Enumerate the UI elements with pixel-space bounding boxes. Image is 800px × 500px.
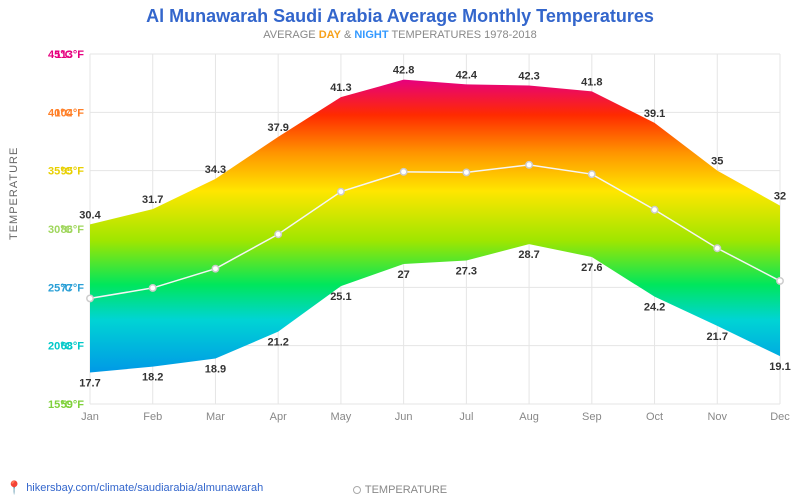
chart-subtitle: AVERAGE DAY & NIGHT TEMPERATURES 1978-20… [0,27,800,41]
svg-text:Aug: Aug [519,411,539,423]
subtitle-day: DAY [319,29,341,41]
source-url-text: hikersbay.com/climate/saudiarabia/almuna… [26,482,263,494]
svg-text:24.2: 24.2 [644,302,665,314]
svg-text:Apr: Apr [270,411,287,423]
svg-text:35: 35 [711,156,723,168]
svg-text:42.4: 42.4 [456,69,478,81]
svg-text:28.7: 28.7 [518,249,539,261]
svg-text:30.4: 30.4 [79,209,101,221]
svg-text:Jan: Jan [81,411,99,423]
svg-text:Jul: Jul [459,411,473,423]
svg-text:Dec: Dec [770,411,790,423]
svg-text:68°F: 68°F [61,341,85,353]
svg-text:41.3: 41.3 [330,82,351,94]
svg-text:37.9: 37.9 [267,122,288,134]
svg-text:59°F: 59°F [61,399,85,411]
subtitle-prefix: AVERAGE [263,29,318,41]
svg-text:41.8: 41.8 [581,76,602,88]
svg-text:Jun: Jun [395,411,413,423]
svg-text:21.7: 21.7 [707,331,728,343]
svg-text:Sep: Sep [582,411,602,423]
svg-text:34.3: 34.3 [205,164,226,176]
svg-text:42.3: 42.3 [518,71,539,83]
svg-text:21.2: 21.2 [267,337,288,349]
svg-text:27: 27 [398,269,410,281]
svg-text:31.7: 31.7 [142,194,163,206]
svg-text:32: 32 [774,191,786,203]
temperature-chart: Al Munawarah Saudi Arabia Average Monthl… [0,0,800,500]
subtitle-night: NIGHT [354,29,388,41]
legend-label: TEMPERATURE [365,484,447,496]
svg-text:113°F: 113°F [55,49,84,61]
svg-text:27.3: 27.3 [456,266,477,278]
svg-text:27.6: 27.6 [581,262,602,274]
svg-text:18.2: 18.2 [142,372,163,384]
map-pin-icon: 📍 [6,480,22,496]
svg-text:May: May [331,411,352,423]
svg-text:86°F: 86°F [61,224,85,236]
svg-text:104°F: 104°F [55,107,85,119]
svg-text:39.1: 39.1 [644,108,665,120]
svg-text:77°F: 77°F [61,282,85,294]
source-link[interactable]: 📍 hikersbay.com/climate/saudiarabia/almu… [6,480,263,496]
svg-text:25.1: 25.1 [330,291,351,303]
svg-text:17.7: 17.7 [79,378,100,390]
svg-text:18.9: 18.9 [205,364,226,376]
subtitle-suffix: TEMPERATURES 1978-2018 [389,29,537,41]
subtitle-amp: & [341,29,354,41]
legend-marker-icon [353,486,361,494]
svg-text:19.1: 19.1 [769,361,790,373]
svg-text:Nov: Nov [707,411,727,423]
chart-plot-area: 15°C59°F20°C68°F25°C77°F30°C86°F35°C95°F… [0,44,800,444]
svg-text:Oct: Oct [646,411,663,423]
svg-text:95°F: 95°F [61,166,85,178]
svg-text:42.8: 42.8 [393,65,414,77]
svg-text:Mar: Mar [206,411,225,423]
chart-title: Al Munawarah Saudi Arabia Average Monthl… [0,0,800,27]
svg-text:Feb: Feb [143,411,162,423]
